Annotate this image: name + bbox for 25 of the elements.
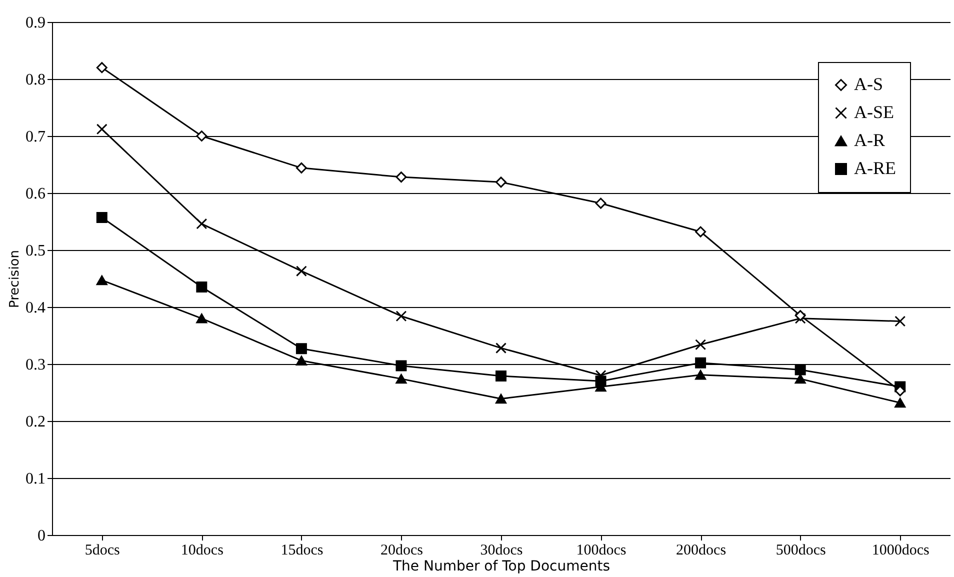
y-tick-label: 0.2 xyxy=(26,414,46,430)
x-tick-label: 30docs xyxy=(480,542,523,558)
y-tick-label: 0.4 xyxy=(26,300,46,316)
x-tick-label: 200docs xyxy=(676,542,726,558)
x-tick-label: 1000docs xyxy=(872,542,930,558)
y-tick-label: 0.6 xyxy=(26,186,46,202)
x-tick-label: 500docs xyxy=(776,542,826,558)
y-axis-title: Precision xyxy=(8,250,22,308)
y-tick-label: 0.5 xyxy=(26,242,46,260)
x-axis-title: The Number of Top Documents xyxy=(392,558,610,574)
x-tick-label: 10docs xyxy=(180,542,224,558)
y-tick-label: 0.9 xyxy=(26,14,46,32)
y-tick-label: 0.1 xyxy=(26,470,46,488)
x-tick-label: 15docs xyxy=(280,542,324,558)
legend-label: A-R xyxy=(854,130,885,150)
x-tick-label: 5docs xyxy=(84,542,120,558)
x-tick-label: 100docs xyxy=(576,542,626,558)
legend-label: A-SE xyxy=(854,102,894,122)
legend-label: A-S xyxy=(854,74,884,94)
x-tick-label: 20docs xyxy=(380,542,424,558)
y-tick-label: 0 xyxy=(38,528,46,544)
y-tick-label: 0.8 xyxy=(26,72,46,88)
y-tick-label: 0.7 xyxy=(26,128,46,146)
legend-label: A-RE xyxy=(854,158,896,178)
y-tick-label: 0.3 xyxy=(26,356,46,374)
